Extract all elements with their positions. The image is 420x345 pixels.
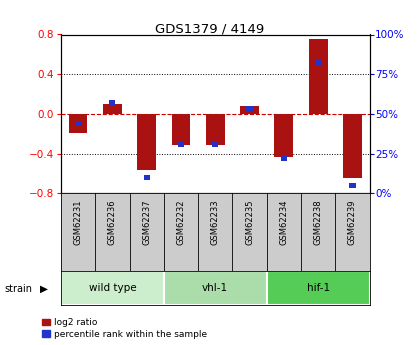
Bar xyxy=(274,114,293,157)
Bar xyxy=(343,114,362,178)
Text: GSM62236: GSM62236 xyxy=(108,199,117,245)
Bar xyxy=(137,114,156,170)
Text: ▶: ▶ xyxy=(40,284,48,294)
Text: strain: strain xyxy=(4,284,32,294)
Text: GDS1379 / 4149: GDS1379 / 4149 xyxy=(155,22,265,36)
Bar xyxy=(212,141,218,147)
Text: wild type: wild type xyxy=(89,283,136,293)
Bar xyxy=(281,156,287,161)
Bar xyxy=(206,114,225,145)
Bar xyxy=(103,104,122,114)
Text: vhl-1: vhl-1 xyxy=(202,283,228,293)
Text: GSM62237: GSM62237 xyxy=(142,199,151,245)
Text: GSM62234: GSM62234 xyxy=(279,199,289,245)
Bar xyxy=(109,100,116,106)
Bar xyxy=(171,114,190,145)
Bar xyxy=(144,175,150,180)
Bar xyxy=(247,106,253,112)
Text: GSM62239: GSM62239 xyxy=(348,199,357,245)
Text: GSM62231: GSM62231 xyxy=(74,199,83,245)
Bar xyxy=(178,141,184,147)
Bar xyxy=(349,183,356,188)
Text: GSM62233: GSM62233 xyxy=(211,199,220,245)
Bar xyxy=(240,106,259,114)
Legend: log2 ratio, percentile rank within the sample: log2 ratio, percentile rank within the s… xyxy=(42,318,207,339)
Text: hif-1: hif-1 xyxy=(307,283,330,293)
Text: GSM62235: GSM62235 xyxy=(245,199,254,245)
Bar xyxy=(164,271,267,305)
Bar xyxy=(75,121,81,126)
Bar xyxy=(61,271,164,305)
Text: GSM62238: GSM62238 xyxy=(314,199,323,245)
Bar xyxy=(309,39,328,114)
Text: GSM62232: GSM62232 xyxy=(176,199,186,245)
Bar xyxy=(315,60,321,66)
Bar xyxy=(68,114,87,133)
Bar xyxy=(267,271,370,305)
